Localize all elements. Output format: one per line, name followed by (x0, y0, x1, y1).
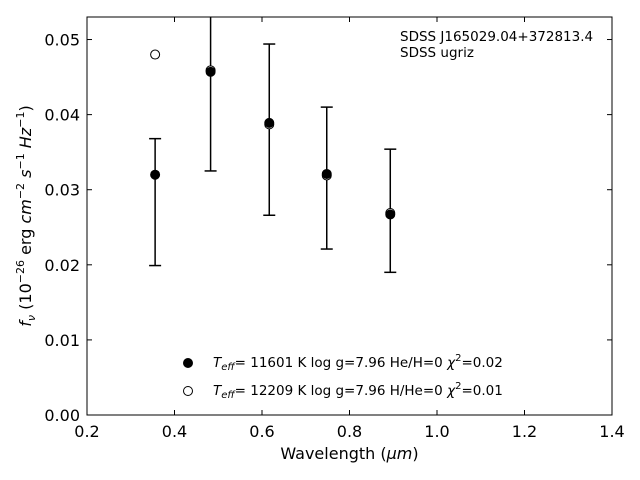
data-point-filled (385, 209, 396, 220)
error-bars-group (149, 17, 397, 274)
legend-marker-open (183, 386, 193, 396)
data-point-open (150, 49, 161, 60)
x-tick-label: 1.0 (424, 422, 449, 441)
data-point-filled (205, 66, 216, 77)
x-axis-label: Wavelength (μm) (280, 444, 418, 463)
annotation-object-name: SDSS J165029.04+372813.4 (400, 29, 593, 45)
y-tick-label: 0.04 (44, 106, 80, 125)
legend-entry-2: Teff= 12209 K log g=7.96 H/He=0 χ2=0.01 (213, 381, 503, 401)
plot-background (87, 17, 612, 415)
x-tick-label: 0.8 (337, 422, 362, 441)
y-tick-label: 0.05 (44, 31, 80, 50)
y-axis-label: fν (10−26 erg cm−2 s−1 Hz−1) (14, 105, 38, 326)
legend: Teff= 11601 K log g=7.96 He/H=0 χ2=0.02 … (183, 353, 503, 401)
y-tick-label: 0.03 (44, 181, 80, 200)
x-tick-label: 1.2 (512, 422, 537, 441)
y-tick-label: 0.01 (44, 331, 80, 350)
x-tick-label: 0.2 (74, 422, 99, 441)
x-axis-ticks: 0.2 0.4 0.6 0.8 1.0 1.2 1.4 (74, 17, 625, 441)
data-point-filled (321, 168, 332, 179)
y-axis-ticks: 0.00 0.01 0.02 0.03 0.04 0.05 (44, 31, 612, 425)
y-tick-label: 0.02 (44, 256, 80, 275)
x-tick-label: 0.4 (162, 422, 187, 441)
markers-group (150, 49, 396, 220)
annotation-survey: SDSS ugriz (400, 45, 474, 61)
x-tick-label: 0.6 (249, 422, 274, 441)
y-tick-label: 0.00 (44, 406, 80, 425)
data-point-filled (150, 169, 161, 180)
legend-marker-filled (183, 358, 193, 368)
data-point-filled (264, 117, 275, 128)
legend-entry-1: Teff= 11601 K log g=7.96 He/H=0 χ2=0.02 (213, 353, 503, 373)
x-tick-label: 1.4 (599, 422, 624, 441)
